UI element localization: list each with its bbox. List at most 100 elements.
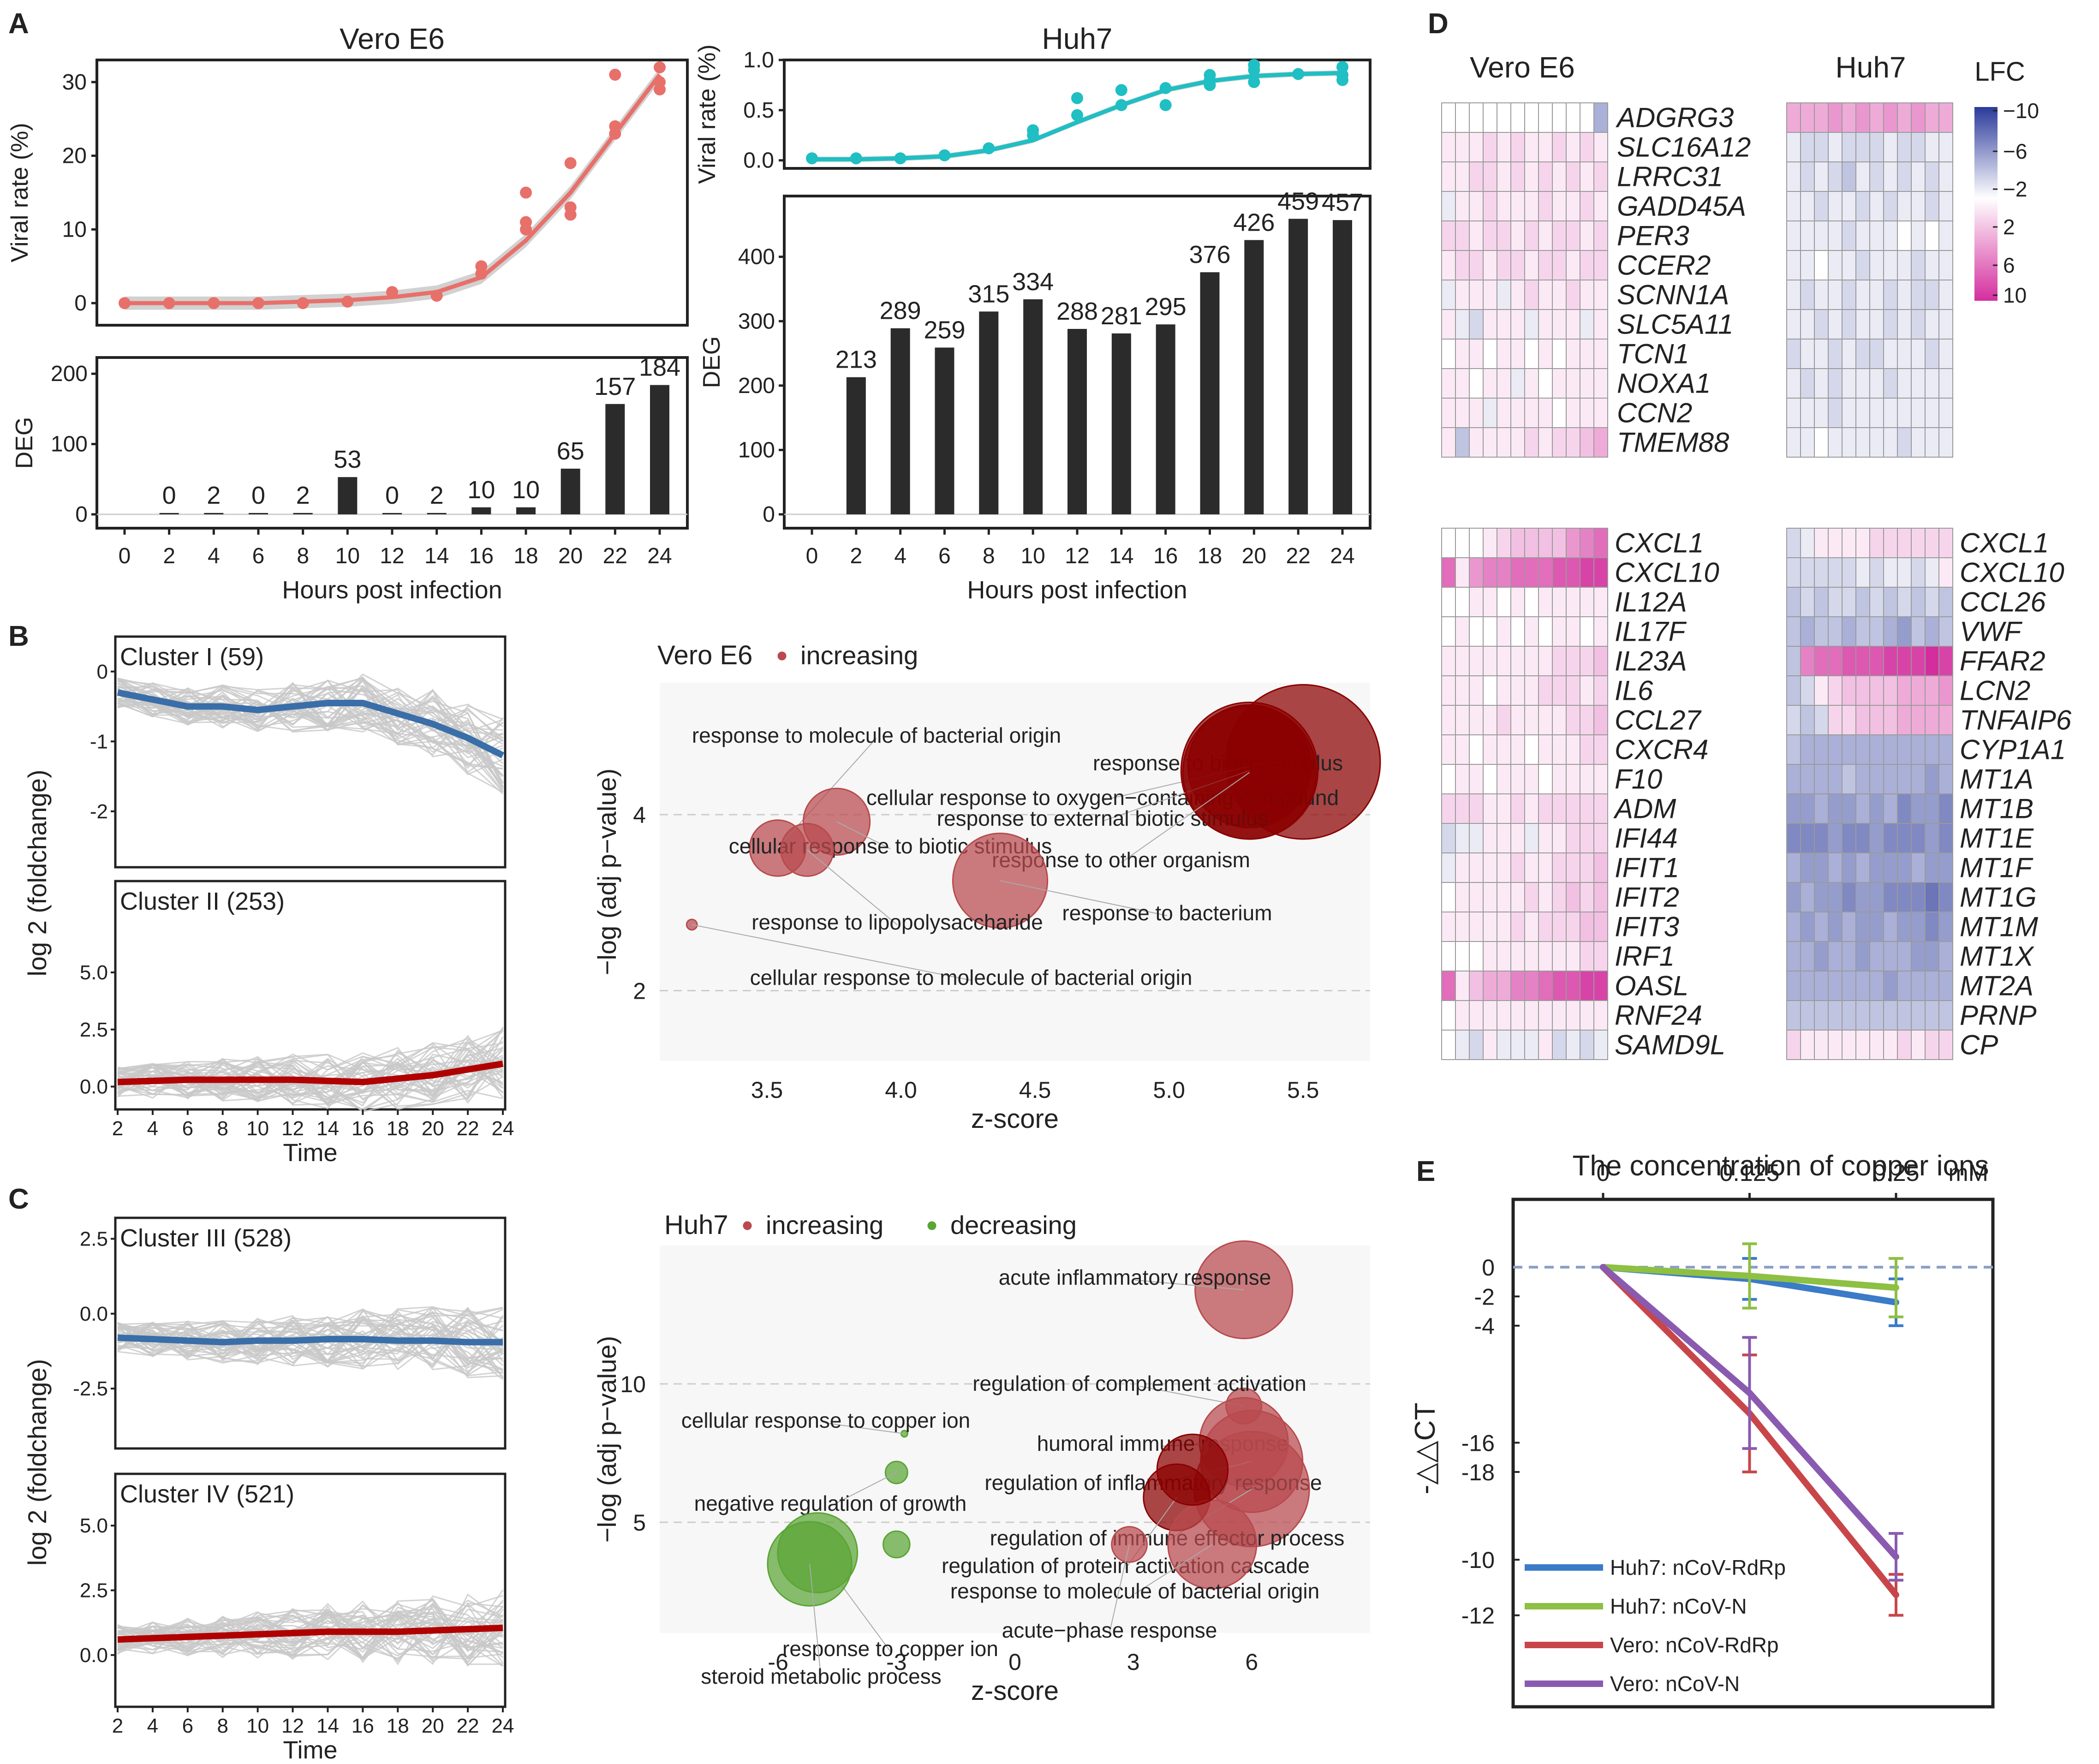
cluster-xtick-label: 22 <box>457 1117 479 1140</box>
heat-bottom-huh7-cell <box>1925 1000 1939 1031</box>
heat-bottom-vero-cell <box>1552 882 1567 912</box>
heat-top-vero-cell <box>1497 161 1511 192</box>
heat-top-huh7-cell <box>1897 309 1912 340</box>
cluster-gene-line <box>117 687 503 749</box>
heat-bottom-huh7-cell <box>1855 646 1870 676</box>
heat-bottom-huh7-cell <box>1800 1000 1815 1031</box>
heat-bottom-vero-cell <box>1455 793 1470 824</box>
cluster-title: Cluster IV (521) <box>120 1480 294 1508</box>
heat-bottom-vero-cell <box>1566 734 1580 765</box>
heat-bottom-vero-cell <box>1524 528 1539 558</box>
heat-bottom-vero-cell <box>1510 764 1525 794</box>
heat-top-vero-cell <box>1566 309 1580 340</box>
gene-label: RNF24 <box>1615 1000 1702 1031</box>
heat-top-vero-cell <box>1469 368 1484 399</box>
deg-bar <box>159 513 179 514</box>
heat-bottom-vero-cell <box>1483 734 1497 765</box>
heat-top-vero-cell <box>1497 309 1511 340</box>
heat-top-huh7-cell <box>1828 250 1843 280</box>
heat-top-huh7-cell <box>1814 280 1829 310</box>
viral-data-point <box>119 297 131 310</box>
heat-bottom-huh7-cell <box>1800 675 1815 706</box>
heat-top-huh7-cell <box>1800 250 1815 280</box>
heat-bottom-huh7-cell <box>1925 971 1939 1001</box>
go-ytick-label: 10 <box>620 1371 646 1397</box>
heat-bottom-huh7-cell <box>1883 941 1898 971</box>
heat-top-vero-cell <box>1566 339 1580 369</box>
heat-top-huh7-cell <box>1814 250 1829 280</box>
heat-top-vero-cell <box>1497 191 1511 221</box>
heat-top-huh7-cell <box>1814 339 1829 369</box>
heat-top-vero-cell <box>1566 280 1580 310</box>
heat-bottom-vero-cell <box>1483 941 1497 971</box>
heat-top-vero-cell <box>1538 427 1553 458</box>
go-term-label: negative regulation of growth <box>694 1491 967 1515</box>
deg-bar <box>338 477 358 514</box>
heat-bottom-huh7-cell <box>1897 764 1912 794</box>
gene-label: CXCL1 <box>1615 527 1704 558</box>
heat-bottom-vero-cell <box>1497 793 1511 824</box>
heat-bottom-huh7-cell <box>1869 646 1884 676</box>
heat-top-vero-cell <box>1483 427 1497 458</box>
heat-top-vero-cell <box>1566 191 1580 221</box>
heat-top-vero-cell <box>1524 309 1539 340</box>
heat-bottom-vero-cell <box>1469 616 1484 647</box>
heat-bottom-vero-cell <box>1455 675 1470 706</box>
deg-bar-label: 2 <box>207 482 221 509</box>
heat-top-huh7-cell <box>1828 368 1843 399</box>
go-label-leader <box>1000 880 1168 916</box>
heat-bottom-vero-cell <box>1455 912 1470 942</box>
cluster-xlabel: Time <box>283 1139 338 1167</box>
heat-bottom-vero-cell <box>1580 823 1594 853</box>
heat-bottom-vero-cell <box>1552 528 1567 558</box>
heat-bottom-vero-cell <box>1593 852 1608 883</box>
heat-bottom-huh7-cell <box>1828 971 1843 1001</box>
heat-bottom-vero-cell <box>1580 734 1594 765</box>
heat-bottom-vero-cell <box>1538 705 1553 735</box>
viral-ytick-label: 0 <box>74 291 87 316</box>
heat-bottom-huh7-cell <box>1883 764 1898 794</box>
heat-bottom-vero-cell <box>1524 941 1539 971</box>
heat-bottom-vero-cell <box>1455 587 1470 617</box>
gene-label: IL12A <box>1615 586 1687 617</box>
heat-bottom-vero-cell <box>1538 912 1553 942</box>
gene-label: IFIT3 <box>1615 911 1679 942</box>
qpcr-xtick-label: 0.125 <box>1719 1160 1779 1186</box>
heat-top-vero-cell <box>1524 191 1539 221</box>
heat-top-vero-cell <box>1441 191 1456 221</box>
go-xtick-label: 5.5 <box>1287 1077 1319 1103</box>
cluster-xtick-label: 4 <box>147 1715 158 1737</box>
heat-bottom-vero-cell <box>1441 823 1456 853</box>
cluster-gene-line <box>117 696 503 745</box>
heat-bottom-huh7-cell <box>1814 616 1829 647</box>
heat-bottom-vero-cell <box>1469 587 1484 617</box>
heat-bottom-vero-cell <box>1593 705 1608 735</box>
heat-bottom-huh7-cell <box>1786 823 1801 853</box>
heat-bottom-huh7-cell <box>1911 646 1926 676</box>
go-xtick-label: -3 <box>886 1649 906 1675</box>
gene-label: TNFAIP6 <box>1960 704 2072 735</box>
heat-bottom-vero-cell <box>1593 528 1608 558</box>
heat-top-huh7-cell <box>1869 309 1884 340</box>
cluster-ytick-label: 0.0 <box>80 1644 108 1667</box>
heat-top-vero-cell <box>1497 132 1511 162</box>
heat-top-vero-cell <box>1510 220 1525 251</box>
qpcr-ytick-label: -16 <box>1461 1430 1495 1456</box>
cluster-ytick-label: 0.0 <box>80 1303 108 1325</box>
heat-top-vero-cell <box>1510 102 1525 133</box>
viral-data-point <box>208 297 220 310</box>
gene-label: FFAR2 <box>1960 645 2045 676</box>
heat-bottom-vero-cell <box>1580 793 1594 824</box>
heat-bottom-huh7-cell <box>1925 852 1939 883</box>
heat-top-vero-cell <box>1538 309 1553 340</box>
heat-bottom-huh7-cell <box>1869 587 1884 617</box>
heat-top-huh7-cell <box>1842 339 1856 369</box>
deg-bar <box>516 507 536 514</box>
heat-top-huh7-cell <box>1786 161 1801 192</box>
heat-bottom-vero-cell <box>1483 882 1497 912</box>
go-xtick-label: 6 <box>1245 1649 1258 1675</box>
viral-ylabel: Viral rate (%) <box>694 44 721 184</box>
heat-top-vero-cell <box>1483 161 1497 192</box>
heat-top-huh7-cell <box>1925 368 1939 399</box>
heat-top-vero-cell <box>1510 280 1525 310</box>
